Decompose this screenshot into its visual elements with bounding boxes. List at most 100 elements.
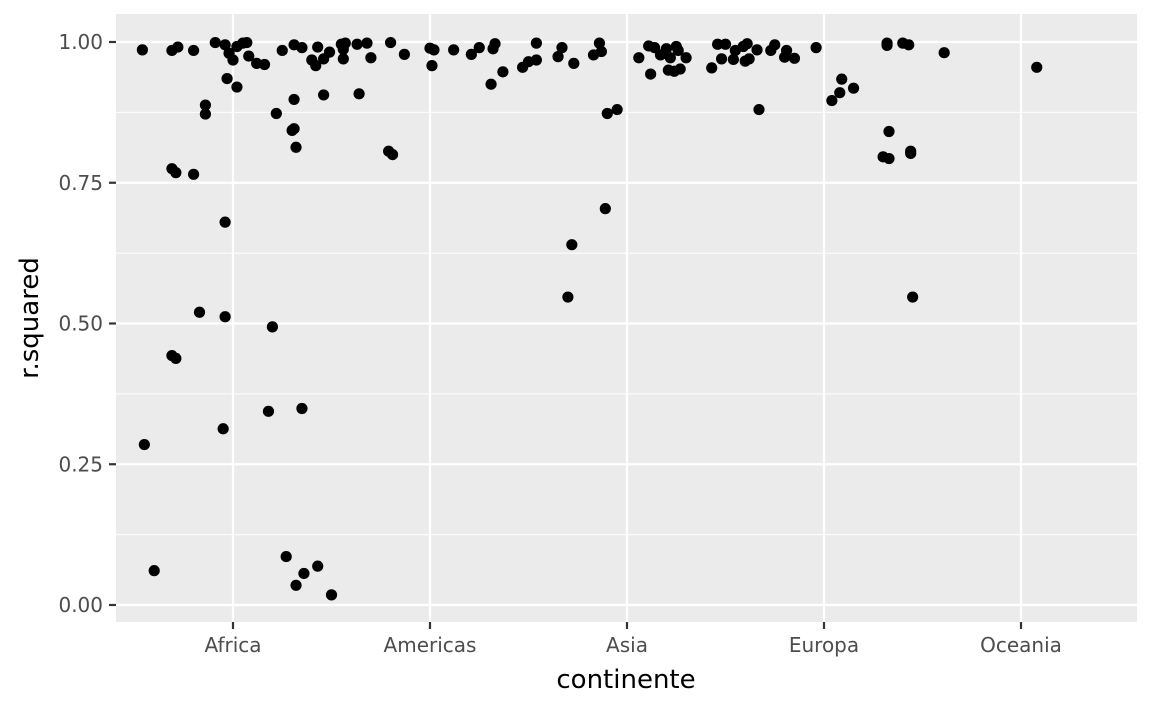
data-point: [262, 405, 275, 417]
data-point: [664, 52, 676, 64]
data-point: [611, 103, 623, 116]
data-point: [568, 57, 580, 69]
data-point: [312, 41, 324, 53]
data-point: [1031, 61, 1043, 73]
data-point: [325, 589, 338, 601]
x-axis: Africa Americas Asia Europa Oceania: [204, 622, 1062, 657]
data-point: [769, 39, 781, 51]
data-point: [217, 423, 229, 435]
data-point: [337, 53, 349, 65]
x-tick-label-oceania: Oceania: [980, 633, 1062, 657]
data-point: [266, 321, 278, 333]
data-point: [385, 36, 397, 49]
data-point: [172, 41, 184, 53]
data-point: [351, 38, 363, 50]
data-point: [599, 203, 611, 215]
data-point: [719, 38, 732, 50]
data-point: [288, 123, 300, 135]
data-point: [298, 567, 310, 580]
y-tick-label: 0.50: [58, 312, 103, 336]
grid-major: [116, 14, 1137, 622]
data-point: [489, 38, 501, 50]
data-point: [674, 63, 686, 75]
data-point: [883, 152, 895, 165]
data-point: [221, 72, 233, 85]
y-axis: 0.00 0.25 0.50 0.75 1.00: [58, 30, 116, 617]
data-point: [199, 108, 212, 120]
data-point: [743, 53, 755, 65]
data-point: [276, 44, 288, 57]
data-point: [318, 89, 330, 101]
data-point: [270, 107, 282, 120]
data-point: [323, 46, 336, 58]
data-point: [231, 81, 243, 93]
y-tick-label: 0.75: [58, 171, 103, 195]
data-point: [497, 66, 509, 78]
data-point: [847, 82, 860, 94]
data-point: [826, 94, 838, 107]
data-point: [312, 560, 324, 572]
data-point: [706, 62, 718, 74]
data-point: [398, 48, 410, 60]
data-point: [310, 60, 322, 72]
data-point: [188, 44, 200, 57]
data-point: [361, 37, 373, 49]
data-point: [566, 239, 578, 251]
data-point: [209, 36, 221, 49]
data-point: [136, 44, 148, 56]
data-point: [834, 87, 846, 99]
data-point: [219, 216, 231, 228]
data-points: [136, 36, 1043, 601]
data-point: [753, 103, 765, 116]
data-point: [556, 42, 568, 54]
data-point: [280, 550, 292, 563]
data-point: [593, 37, 606, 49]
data-point: [715, 53, 728, 65]
x-tick-label-asia: Asia: [606, 633, 648, 657]
data-point: [386, 149, 399, 161]
x-axis-title: continente: [556, 665, 695, 695]
data-point: [188, 168, 200, 180]
data-point: [296, 402, 308, 415]
data-point: [258, 58, 271, 71]
data-point: [296, 42, 308, 54]
data-point: [907, 291, 919, 303]
data-point: [633, 52, 645, 64]
data-point: [595, 45, 607, 58]
data-point: [290, 579, 302, 591]
data-point: [148, 565, 160, 577]
data-point: [193, 306, 206, 318]
data-point: [243, 50, 255, 62]
data-point: [680, 52, 692, 64]
x-tick-label-americas: Americas: [384, 633, 477, 657]
data-point: [465, 48, 477, 60]
y-axis-title: r.squared: [15, 257, 45, 379]
data-point: [138, 438, 150, 451]
data-point: [727, 53, 739, 66]
data-point: [426, 60, 438, 72]
data-point: [601, 107, 613, 120]
data-point: [170, 352, 182, 365]
data-point: [448, 44, 460, 56]
x-tick-label-africa: Africa: [204, 633, 261, 657]
data-point: [645, 68, 657, 80]
data-point: [552, 51, 564, 63]
data-point: [339, 37, 351, 49]
data-point: [353, 88, 365, 100]
data-point: [836, 73, 848, 85]
data-point: [712, 38, 724, 50]
data-point: [290, 141, 302, 153]
data-point: [199, 99, 212, 111]
data-point: [903, 39, 915, 51]
data-point: [288, 93, 300, 106]
data-point: [170, 167, 182, 179]
data-point: [881, 39, 893, 51]
data-point: [751, 44, 763, 56]
data-point: [365, 52, 377, 64]
x-tick-label-europa: Europa: [789, 633, 859, 657]
data-point: [428, 44, 440, 56]
data-point: [227, 54, 239, 66]
data-point: [672, 44, 684, 57]
data-point: [241, 36, 253, 49]
